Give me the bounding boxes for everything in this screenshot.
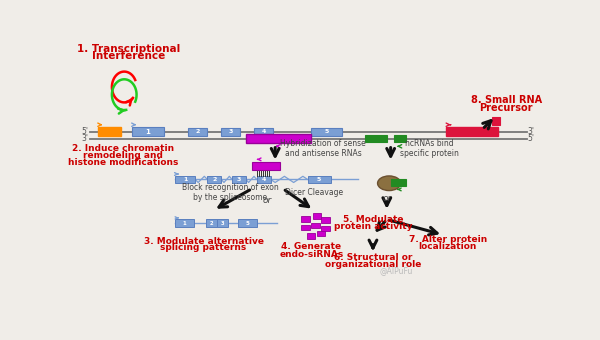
- Bar: [317, 231, 325, 236]
- Bar: [307, 233, 315, 239]
- Bar: [365, 135, 387, 142]
- Text: 6. Structural or: 6. Structural or: [334, 253, 412, 262]
- Bar: [257, 175, 271, 183]
- Bar: [238, 219, 257, 227]
- Text: localization: localization: [418, 242, 477, 251]
- Bar: [308, 175, 331, 183]
- Text: protein activity: protein activity: [334, 222, 412, 231]
- Ellipse shape: [377, 176, 401, 190]
- Text: 4. Generate: 4. Generate: [281, 242, 341, 251]
- Text: 2. Induce chromatin: 2. Induce chromatin: [71, 144, 174, 153]
- Bar: [98, 127, 121, 136]
- Text: 5. Modulate: 5. Modulate: [343, 215, 403, 224]
- Text: @AIPuFu: @AIPuFu: [379, 266, 413, 275]
- Text: splicing patterns: splicing patterns: [160, 243, 247, 252]
- Text: remodeling and: remodeling and: [83, 151, 163, 160]
- Text: 1. Transcriptional: 1. Transcriptional: [77, 44, 181, 53]
- Bar: [206, 219, 217, 227]
- Text: 8. Small RNA: 8. Small RNA: [470, 95, 542, 105]
- Bar: [175, 219, 194, 227]
- Bar: [391, 180, 406, 186]
- Bar: [252, 162, 280, 170]
- Text: 3. Modulate alternative: 3. Modulate alternative: [143, 237, 263, 245]
- Text: 5': 5': [82, 127, 88, 136]
- Text: Hybridization of sense
and antisense RNAs: Hybridization of sense and antisense RNA…: [280, 139, 366, 158]
- Bar: [493, 117, 500, 125]
- Bar: [217, 219, 228, 227]
- Text: 7. Alter protein: 7. Alter protein: [409, 235, 487, 244]
- Text: 2: 2: [195, 129, 200, 134]
- Text: 4: 4: [262, 177, 266, 182]
- Bar: [446, 127, 499, 136]
- Bar: [311, 222, 320, 228]
- Text: organizational role: organizational role: [325, 260, 421, 269]
- Bar: [311, 128, 342, 136]
- Text: Interference: Interference: [92, 51, 166, 61]
- Bar: [394, 135, 406, 142]
- Text: 3': 3': [82, 134, 88, 143]
- Bar: [246, 134, 311, 143]
- Text: or: or: [263, 196, 272, 205]
- Text: Block recognition of exon
by the spliceosome: Block recognition of exon by the spliceo…: [182, 183, 279, 202]
- Text: Dicer Cleavage: Dicer Cleavage: [284, 188, 343, 197]
- Text: 5: 5: [325, 129, 329, 134]
- Bar: [188, 128, 206, 136]
- Text: 4: 4: [262, 129, 266, 134]
- Text: 1: 1: [183, 177, 187, 182]
- Text: 5: 5: [317, 177, 321, 182]
- Bar: [301, 225, 310, 230]
- Bar: [322, 226, 330, 231]
- Text: 3: 3: [221, 221, 224, 226]
- Bar: [254, 128, 273, 136]
- Text: 2: 2: [209, 221, 213, 226]
- Text: 1: 1: [146, 129, 151, 135]
- Text: 5: 5: [245, 221, 250, 226]
- Text: ncRNAs bind
specific protein: ncRNAs bind specific protein: [400, 139, 458, 158]
- Bar: [175, 175, 195, 183]
- Text: 3: 3: [237, 177, 241, 182]
- Text: 5': 5': [527, 134, 534, 143]
- Bar: [301, 216, 310, 222]
- Bar: [313, 213, 322, 219]
- Text: or: or: [382, 194, 391, 203]
- Text: histone modifications: histone modifications: [68, 158, 178, 167]
- Text: 3: 3: [229, 129, 233, 134]
- Text: 1: 1: [182, 221, 186, 226]
- Bar: [232, 175, 246, 183]
- Bar: [322, 217, 330, 222]
- Text: 2: 2: [212, 177, 217, 182]
- Text: Precursor: Precursor: [479, 103, 533, 113]
- Text: 3': 3': [527, 127, 534, 136]
- Text: endo-siRNAs: endo-siRNAs: [279, 250, 343, 259]
- Bar: [208, 175, 221, 183]
- Bar: [221, 128, 240, 136]
- Bar: [132, 127, 164, 136]
